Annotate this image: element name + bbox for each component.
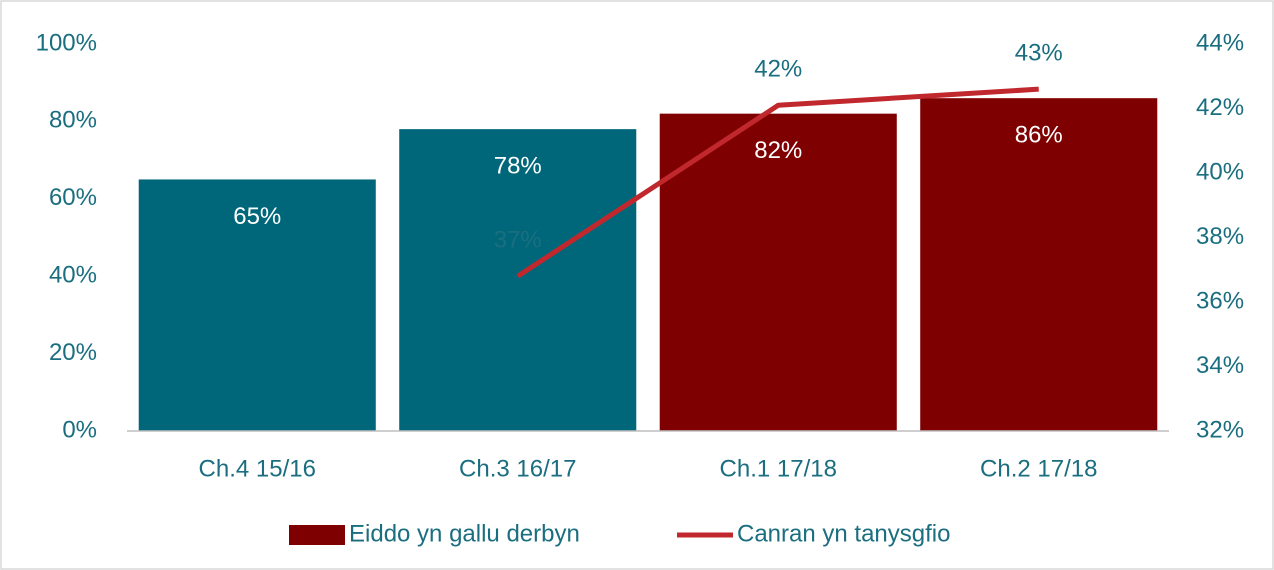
y2-tick-label: 34% [1196,352,1244,379]
y-tick-label: 100% [36,29,97,56]
x-tick-label: Ch.2 17/18 [980,455,1097,482]
bar [920,98,1158,432]
legend-label: Eiddo yn gallu derbyn [349,520,580,547]
line-value-label: 43% [1015,39,1063,66]
bar-value-label: 65% [233,203,281,230]
legend-label: Canran yn tanysgfio [737,520,950,547]
bar [399,129,637,431]
bar-value-label: 86% [1015,122,1063,149]
line-value-label: 42% [754,56,802,83]
y-tick-label: 20% [49,339,97,366]
bar-value-label: 78% [494,152,542,179]
x-tick-label: Ch.1 17/18 [720,455,837,482]
y2-tick-label: 40% [1196,158,1244,185]
bar-value-label: 82% [754,137,802,164]
y2-tick-label: 38% [1196,223,1244,250]
y2-tick-label: 36% [1196,287,1244,314]
x-tick-label: Ch.4 15/16 [199,455,316,482]
y-tick-label: 60% [49,184,97,211]
y2-tick-label: 44% [1196,29,1244,56]
bar [659,113,897,431]
bar [138,179,376,431]
y-tick-label: 40% [49,262,97,289]
y-tick-label: 0% [62,416,97,443]
y2-tick-label: 32% [1196,416,1244,443]
line [516,86,1039,279]
y2-tick-label: 42% [1196,94,1244,121]
line-value-label: 37% [494,227,542,254]
x-tick-label: Ch.3 16/17 [459,455,576,482]
legend-swatch [289,525,345,545]
y-tick-label: 80% [49,107,97,134]
